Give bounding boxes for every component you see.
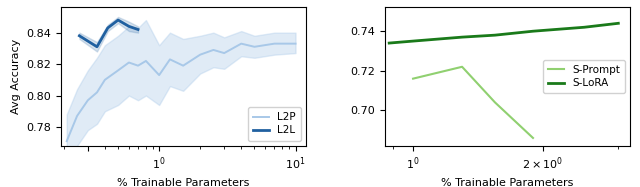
- Line: L2P: L2P: [67, 44, 296, 141]
- L2L: [76, 35, 83, 37]
- S-Prompt: [458, 66, 466, 68]
- L2L: [104, 27, 111, 29]
- L2P: [73, 115, 81, 117]
- L2P: [125, 61, 132, 64]
- L2P: [237, 42, 245, 45]
- Legend: S-Prompt, S-LoRA: S-Prompt, S-LoRA: [543, 60, 625, 94]
- Legend: L2P, L2L: L2P, L2L: [248, 107, 301, 141]
- S-LoRA: [580, 26, 588, 28]
- L2P: [115, 69, 122, 71]
- S-LoRA: [385, 42, 393, 44]
- S-LoRA: [491, 34, 499, 36]
- L2L: [125, 25, 132, 27]
- L2P: [271, 42, 278, 45]
- L2L: [93, 46, 101, 48]
- L2P: [179, 65, 187, 67]
- Line: S-Prompt: S-Prompt: [413, 67, 533, 138]
- L2L: [134, 28, 142, 31]
- S-LoRA: [529, 30, 537, 32]
- L2P: [134, 65, 142, 67]
- L2P: [93, 91, 101, 94]
- L2P: [292, 42, 300, 45]
- L2P: [84, 99, 92, 101]
- S-LoRA: [409, 40, 417, 42]
- L2L: [115, 19, 122, 21]
- S-Prompt: [409, 78, 417, 80]
- L2P: [209, 49, 217, 51]
- S-Prompt: [529, 137, 537, 139]
- L2P: [63, 140, 70, 142]
- L2P: [251, 46, 259, 48]
- L2P: [101, 79, 109, 81]
- L2P: [220, 52, 228, 54]
- S-LoRA: [458, 36, 466, 38]
- Line: S-LoRA: S-LoRA: [389, 23, 618, 43]
- S-Prompt: [491, 101, 499, 103]
- L2P: [196, 53, 204, 56]
- L2P: [166, 58, 174, 60]
- L2P: [142, 60, 150, 62]
- L2P: [156, 74, 163, 76]
- Y-axis label: Avg Accuracy: Avg Accuracy: [11, 39, 20, 114]
- S-LoRA: [614, 22, 622, 24]
- X-axis label: % Trainable Parameters: % Trainable Parameters: [117, 178, 250, 187]
- X-axis label: % Trainable Parameters: % Trainable Parameters: [442, 178, 574, 187]
- Line: L2L: L2L: [79, 20, 138, 47]
